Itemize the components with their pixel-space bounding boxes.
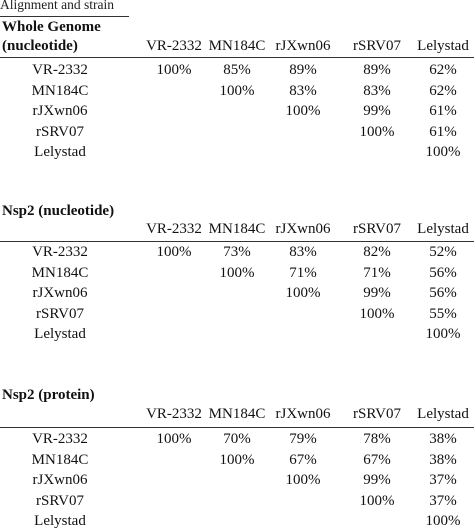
table-cell: 62%: [429, 62, 457, 78]
column-header: rJXwn06: [275, 221, 331, 237]
table-cell: 61%: [429, 103, 457, 119]
table-cell: 100%: [285, 285, 321, 301]
header-rule: [0, 427, 474, 428]
table-cell: 100%: [425, 513, 461, 529]
table-cell: 85%: [223, 62, 251, 78]
table-cell: 71%: [363, 264, 391, 281]
column-header: rJXwn06: [275, 406, 331, 422]
row-label: Lelystad: [34, 513, 86, 529]
table-cell: 100%: [425, 326, 461, 342]
column-header: MN184C: [208, 221, 266, 237]
header-rule: [0, 57, 474, 58]
section-title: Nsp2 (protein): [2, 387, 95, 403]
row-label: rJXwn06: [32, 285, 88, 301]
table-cell: 73%: [223, 244, 251, 260]
table-cell: 99%: [363, 103, 391, 119]
row-label: rJXwn06: [32, 472, 88, 488]
table-cell: 99%: [363, 472, 391, 488]
table-cell: 62%: [429, 82, 457, 99]
table-cell: 83%: [289, 82, 317, 99]
column-header: Lelystad: [417, 38, 469, 54]
table-cell: 67%: [363, 451, 391, 468]
table-cell: 37%: [429, 492, 457, 509]
section-title: (nucleotide): [2, 38, 78, 54]
row-label: rSRV07: [36, 492, 84, 509]
table-cell: 100%: [219, 82, 255, 99]
row-label: rSRV07: [36, 123, 84, 140]
table-cell: 83%: [363, 82, 391, 99]
column-header: VR-2332: [146, 38, 202, 54]
column-header: MN184C: [208, 406, 266, 422]
column-header: rJXwn06: [275, 38, 331, 54]
table-cell: 38%: [429, 451, 457, 468]
table-cell: 37%: [429, 472, 457, 488]
row-label: MN184C: [31, 82, 89, 99]
column-header: Lelystad: [417, 221, 469, 237]
column-header: VR-2332: [146, 221, 202, 237]
column-header: rSRV07: [353, 221, 401, 237]
column-header: Lelystad: [417, 406, 469, 422]
table-cell: 71%: [289, 264, 317, 281]
row-label: VR-2332: [32, 431, 88, 447]
column-header: rSRV07: [353, 406, 401, 422]
table-cell: 100%: [219, 451, 255, 468]
table-cell: 52%: [429, 244, 457, 260]
table-cell: 100%: [359, 492, 395, 509]
table-cell: 100%: [156, 244, 192, 260]
caption-rule: [0, 16, 129, 17]
table-cell: 89%: [289, 62, 317, 78]
table-cell: 100%: [285, 472, 321, 488]
row-label: VR-2332: [32, 62, 88, 78]
table-cell: 89%: [363, 62, 391, 78]
table-cell: 56%: [429, 264, 457, 281]
table-caption: Alignment and strain: [0, 0, 114, 12]
table-cell: 55%: [429, 305, 457, 322]
section-title: Nsp2 (nucleotide): [2, 203, 115, 219]
table-cell: 100%: [359, 305, 395, 322]
table-cell: 38%: [429, 431, 457, 447]
table-cell: 100%: [156, 431, 192, 447]
table-cell: 100%: [156, 62, 192, 78]
column-header: rSRV07: [353, 38, 401, 54]
column-header: MN184C: [208, 38, 266, 54]
row-label: VR-2332: [32, 244, 88, 260]
table-cell: 56%: [429, 285, 457, 301]
row-label: rJXwn06: [32, 103, 88, 119]
section-title: Whole Genome: [2, 19, 101, 35]
row-label: Lelystad: [34, 144, 86, 160]
table-cell: 82%: [363, 244, 391, 260]
table-cell: 83%: [289, 244, 317, 260]
table-cell: 79%: [289, 431, 317, 447]
table-cell: 100%: [219, 264, 255, 281]
table-cell: 100%: [285, 103, 321, 119]
row-label: MN184C: [31, 451, 89, 468]
table-cell: 70%: [223, 431, 251, 447]
table-cell: 78%: [363, 431, 391, 447]
header-rule: [0, 241, 474, 242]
table-cell: 100%: [359, 123, 395, 140]
column-header: VR-2332: [146, 406, 202, 422]
row-label: MN184C: [31, 264, 89, 281]
table-cell: 61%: [429, 123, 457, 140]
table-cell: 100%: [425, 144, 461, 160]
row-label: rSRV07: [36, 305, 84, 322]
row-label: Lelystad: [34, 326, 86, 342]
table-cell: 99%: [363, 285, 391, 301]
table-cell: 67%: [289, 451, 317, 468]
